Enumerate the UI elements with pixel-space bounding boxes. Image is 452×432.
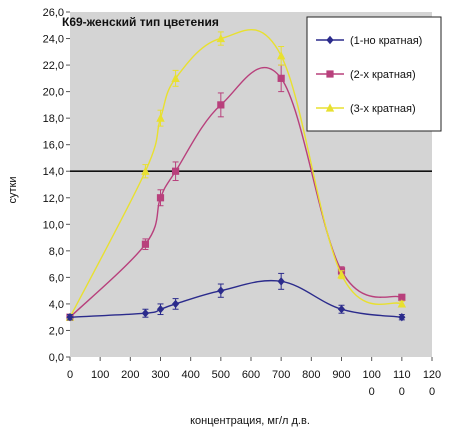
- y-tick-label: 16,0: [43, 140, 64, 152]
- y-tick-label: 6,0: [49, 272, 64, 284]
- chart-title: К69-женский тип цветения: [62, 15, 219, 29]
- x-tick-label: 800: [302, 369, 320, 381]
- data-point: [278, 75, 285, 82]
- x-tick-label: 0: [399, 386, 405, 398]
- y-tick-label: 4,0: [49, 299, 64, 311]
- data-point: [217, 101, 224, 108]
- y-axis-ticks: 0,0 2,0 4,0 6,0 8,0 10,0 12,0 14,0 16,0 18,0 20,0 2…: [43, 7, 70, 364]
- x-tick-label: 300: [151, 369, 169, 381]
- x-tick-label: 100: [362, 369, 380, 381]
- x-tick-label: 0: [67, 369, 73, 381]
- y-axis-label: сутки: [7, 177, 19, 204]
- x-tick-label: 110: [393, 369, 411, 381]
- y-tick-label: 18,0: [43, 113, 64, 125]
- x-axis-label: концентрация, мг/л д.в.: [190, 415, 310, 427]
- y-tick-label: 14,0: [43, 166, 64, 178]
- x-tick-label: 400: [181, 369, 199, 381]
- x-tick-label: 500: [212, 369, 230, 381]
- y-tick-label: 0,0: [49, 352, 64, 364]
- legend-label: (3-х кратная): [350, 103, 416, 115]
- data-point: [326, 70, 333, 77]
- x-tick-label: 600: [242, 369, 260, 381]
- y-tick-label: 20,0: [43, 87, 64, 99]
- y-tick-label: 2,0: [49, 325, 64, 337]
- y-tick-label: 22,0: [43, 60, 64, 72]
- x-tick-label: 900: [332, 369, 350, 381]
- data-point: [142, 241, 149, 248]
- y-tick-label: 26,0: [43, 7, 64, 19]
- x-tick-label: 120: [423, 369, 441, 381]
- legend-label: (2-х кратная): [350, 69, 416, 81]
- x-tick-label: 0: [429, 386, 435, 398]
- y-tick-label: 10,0: [43, 219, 64, 231]
- x-tick-label: 0: [369, 386, 375, 398]
- legend-label: (1-но кратная): [350, 35, 422, 47]
- x-tick-label: 700: [272, 369, 290, 381]
- x-tick-label: 100: [91, 369, 109, 381]
- data-point: [157, 194, 164, 201]
- data-point: [172, 168, 179, 175]
- x-tick-label: 200: [121, 369, 139, 381]
- y-tick-label: 12,0: [43, 193, 64, 205]
- y-tick-label: 24,0: [43, 34, 64, 46]
- legend: (1-но кратная) (2-х кратная) (3-х кратная): [307, 17, 441, 131]
- y-tick-label: 8,0: [49, 246, 64, 258]
